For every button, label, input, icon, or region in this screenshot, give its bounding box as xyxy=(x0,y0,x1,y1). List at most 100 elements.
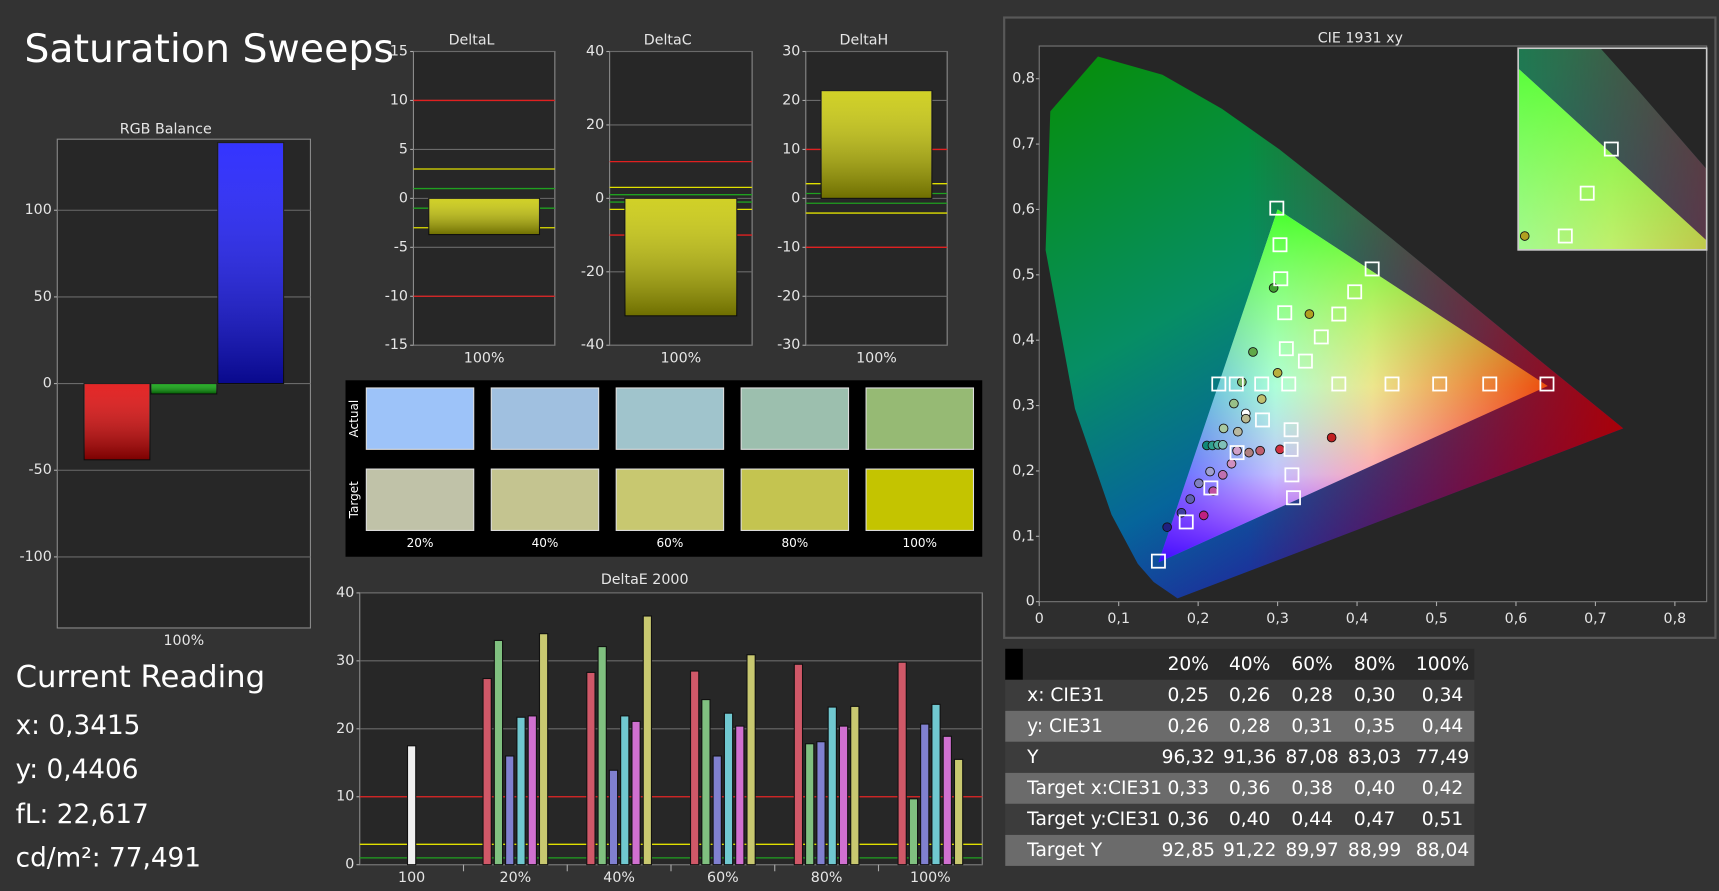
y-tick-label: 20 xyxy=(336,721,354,737)
measured-point xyxy=(1205,466,1215,477)
measured-point xyxy=(1272,368,1283,378)
table-row-label: Target Y xyxy=(1026,840,1103,861)
x-tick-label: 0,2 xyxy=(1187,611,1210,627)
target-point xyxy=(1278,341,1294,357)
measured-point xyxy=(1240,413,1251,424)
table-cell: 0,26 xyxy=(1168,716,1209,737)
table-cell: 0,31 xyxy=(1291,716,1332,737)
y-tick-label: 30 xyxy=(336,653,354,669)
chart-title: DeltaL xyxy=(449,33,495,49)
bar xyxy=(689,670,700,866)
table-cell: 91,22 xyxy=(1223,840,1276,861)
y-tick-label: -20 xyxy=(581,264,604,280)
target-point xyxy=(1284,467,1300,483)
measured-point xyxy=(1218,423,1229,434)
y-tick-label: 0,4 xyxy=(1012,332,1035,348)
table-cell: 0,44 xyxy=(1422,716,1463,737)
x-tick-label: 0 xyxy=(1035,611,1044,627)
y-tick-label: 20 xyxy=(782,92,800,108)
table-cell: 0,44 xyxy=(1291,809,1332,830)
y-tick-label: -40 xyxy=(581,337,604,353)
bar xyxy=(816,741,826,866)
target-point xyxy=(1211,376,1227,392)
x-tick-label: 100% xyxy=(910,870,951,886)
swatch-target xyxy=(365,468,475,531)
measured-point xyxy=(1326,432,1337,443)
bar xyxy=(527,715,537,866)
table-cell: 0,47 xyxy=(1354,809,1395,830)
bar xyxy=(642,615,653,866)
table-cell: 0,28 xyxy=(1291,685,1332,706)
swatch-label: 60% xyxy=(657,536,684,550)
measured-point xyxy=(1217,439,1228,450)
y-tick-label: -100 xyxy=(19,549,51,565)
bar xyxy=(586,671,596,866)
target-point xyxy=(1254,376,1270,392)
bar xyxy=(942,735,952,866)
swatch-target xyxy=(740,468,850,531)
target-point xyxy=(1229,445,1245,461)
table-cell: 0,33 xyxy=(1168,778,1209,799)
bar xyxy=(538,633,549,866)
target-point xyxy=(1603,141,1619,157)
table-row-label: Y xyxy=(1026,747,1039,768)
bar xyxy=(827,706,837,866)
y-tick-label: 0,5 xyxy=(1012,267,1035,283)
cie-layer xyxy=(1518,48,1707,250)
y-tick-label: 0,7 xyxy=(1012,136,1035,152)
table-row-bg xyxy=(1005,741,1475,773)
table-cell: 87,08 xyxy=(1285,747,1338,768)
table-cell: 91,36 xyxy=(1223,747,1276,768)
bar xyxy=(608,769,619,866)
table-cell: 0,40 xyxy=(1229,809,1270,830)
bar xyxy=(482,677,492,866)
table-cell: 0,42 xyxy=(1422,778,1463,799)
table-cell: 77,49 xyxy=(1416,747,1469,768)
table-cell: 0,30 xyxy=(1354,685,1395,706)
bar xyxy=(838,725,849,866)
y-tick-label: 0 xyxy=(43,376,52,392)
measured-point xyxy=(1519,231,1530,241)
table-cell: 0,28 xyxy=(1229,716,1270,737)
y-tick-label: -50 xyxy=(29,462,52,478)
target-point xyxy=(1203,480,1219,496)
bar xyxy=(931,703,941,866)
x-tick-label: 100% xyxy=(464,350,505,366)
chart-title: RGB Balance xyxy=(120,121,212,137)
bar xyxy=(746,654,756,866)
bar xyxy=(493,639,504,866)
target-point xyxy=(1331,376,1347,392)
y-tick-label: 5 xyxy=(399,141,408,157)
measured-point xyxy=(1256,394,1267,404)
measured-point xyxy=(1226,458,1237,469)
x-tick-label: 0,5 xyxy=(1425,611,1448,627)
y-tick-label: -5 xyxy=(394,239,408,255)
table-cell: 0,36 xyxy=(1168,809,1209,830)
chart-title: DeltaE 2000 xyxy=(601,572,689,588)
target-point xyxy=(1255,412,1270,428)
measured-point xyxy=(1248,347,1258,357)
target-point xyxy=(1579,185,1595,201)
target-point xyxy=(1482,376,1498,392)
bar xyxy=(805,743,815,866)
x-tick-label: 100% xyxy=(164,633,205,649)
chart-title: CIE 1931 xy xyxy=(1318,30,1403,46)
measured-point xyxy=(1194,478,1204,489)
measured-point xyxy=(1162,522,1172,532)
measured-point xyxy=(1198,510,1209,521)
target-point xyxy=(1228,376,1244,392)
table-header: 40% xyxy=(1229,654,1270,675)
swatch-target xyxy=(865,468,975,531)
bar xyxy=(793,663,804,866)
y-tick-label: 40 xyxy=(586,44,604,60)
measured-point xyxy=(1304,309,1315,319)
y-tick-label: 0 xyxy=(595,190,604,206)
table-row-bg xyxy=(1005,803,1475,835)
x-tick-label: 80% xyxy=(811,870,843,886)
table-cell: 0,38 xyxy=(1291,778,1332,799)
swatch-label: 100% xyxy=(903,536,937,550)
x-tick-label: 40% xyxy=(603,870,635,886)
page-title: Saturation Sweeps xyxy=(24,26,394,72)
table-cell: 0,36 xyxy=(1229,778,1270,799)
